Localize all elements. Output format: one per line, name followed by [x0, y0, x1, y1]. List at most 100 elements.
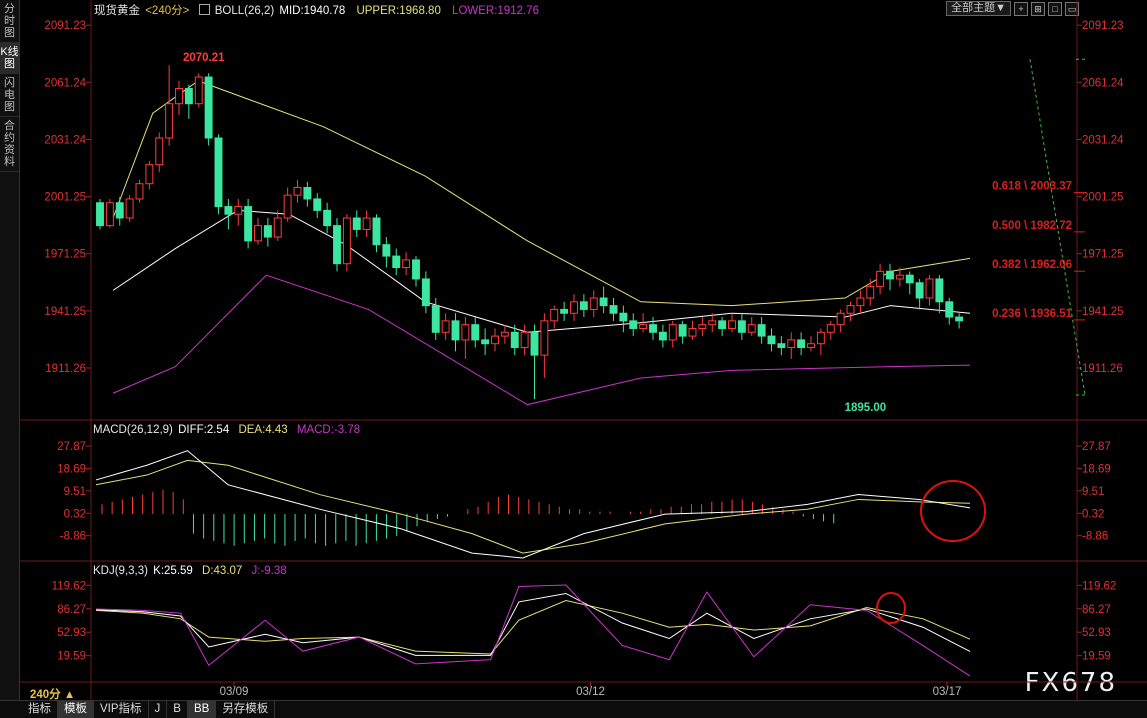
price-right-tick-label: 1941.25: [1082, 306, 1124, 318]
period-selector[interactable]: 240分 ▲: [30, 689, 76, 701]
candle-down: [599, 297, 608, 307]
candle-down: [303, 187, 312, 200]
price-right-tick-label: 1971.25: [1082, 249, 1124, 261]
grid-button[interactable]: ⊞: [1031, 1, 1045, 16]
kdj-left-tick-label: 19.59: [57, 651, 86, 663]
kdj-highlight-circle: [876, 592, 906, 624]
price-right-tick-label: 2001.25: [1082, 192, 1124, 204]
macd-title: MACD(26,12,9): [93, 424, 173, 436]
macd-highlight-circle: [920, 480, 986, 542]
tab-j[interactable]: J: [149, 701, 168, 718]
tab-kline[interactable]: K线图: [0, 43, 19, 74]
candle-up: [866, 286, 875, 299]
restore-button[interactable]: ▭: [1065, 1, 1079, 16]
candle-down: [579, 301, 588, 310]
price-left-tick-label: 2061.24: [44, 77, 86, 89]
kdj-j-value: J:-9.38: [251, 565, 287, 577]
candle-up: [342, 217, 351, 265]
candle-down: [757, 324, 766, 337]
tab-indicators[interactable]: 指标: [22, 701, 58, 718]
candle-up: [105, 202, 114, 227]
candle-down: [471, 324, 480, 341]
candle-up: [708, 320, 717, 326]
time-tick-label: 03/12: [576, 686, 605, 698]
price-right-tick-label: 2091.23: [1082, 20, 1124, 32]
time-tick-label: 03/09: [220, 686, 249, 698]
macd-left-tick-label: -8.86: [60, 531, 86, 543]
tab-bb[interactable]: BB: [187, 701, 217, 718]
tab-contract-info[interactable]: 合约资料: [0, 117, 19, 172]
candle-down: [905, 274, 914, 284]
macd-legend: MACD(26,12,9) DIFF:2.54 DEA:4.43 MACD:-3…: [93, 424, 362, 436]
fib-trend-dashed-line: [1029, 59, 1086, 396]
candle-up: [747, 324, 756, 333]
macd-diff-value: DIFF:2.54: [178, 424, 230, 436]
candle-down: [530, 331, 539, 356]
kdj-d-line: [95, 599, 971, 655]
candle-down: [678, 324, 687, 337]
fib-level-label: 0.236 \ 1936.51: [992, 308, 1073, 320]
candle-up: [234, 206, 243, 215]
candle-up: [895, 274, 904, 280]
candle-down: [412, 259, 420, 280]
theme-dropdown[interactable]: 全部主题▼: [946, 1, 1011, 16]
candle-up: [362, 217, 371, 230]
candle-down: [352, 217, 361, 230]
kdj-left-tick-label: 52.93: [57, 627, 86, 639]
tab-vip-indicators[interactable]: VIP指标: [94, 701, 149, 718]
fib-level-label: 0.500 \ 1982.72: [992, 220, 1072, 232]
price-left-tick-label: 1941.25: [44, 306, 86, 318]
candle-down: [945, 301, 954, 318]
add-button[interactable]: +: [1014, 1, 1028, 16]
candle-up: [125, 198, 134, 219]
kdj-k-line: [95, 592, 971, 656]
macd-right-tick-label: 18.69: [1082, 463, 1111, 475]
candle-down: [955, 316, 964, 322]
candle-up: [807, 343, 815, 349]
price-right-tick-label: 1911.26: [1082, 363, 1123, 375]
candle-up: [925, 278, 934, 299]
candle-down: [333, 225, 341, 265]
candle-down: [649, 324, 657, 333]
macd-left-tick-label: 9.51: [64, 486, 86, 498]
candle-up: [491, 335, 499, 345]
candle-down: [115, 202, 124, 219]
candle-up: [273, 217, 282, 238]
candle-down: [510, 331, 519, 349]
price-right-tick-label: 2061.24: [1082, 77, 1124, 89]
candle-down: [658, 331, 667, 341]
tab-lightning[interactable]: 闪电图: [0, 74, 19, 117]
candle-down: [935, 278, 944, 303]
candle-up: [175, 87, 183, 105]
macd-dea-value: DEA:4.43: [238, 424, 288, 436]
boll-mid-value: MID:1940.78: [279, 5, 346, 17]
maximize-button[interactable]: □: [1048, 1, 1062, 16]
kdj-title: KDJ(9,3,3): [93, 565, 148, 577]
candle-up: [155, 137, 164, 166]
candle-down: [392, 255, 401, 269]
candle-down: [313, 198, 322, 211]
kdj-left-tick-label: 119.62: [52, 580, 86, 592]
tab-templates[interactable]: 模板: [58, 701, 94, 718]
candle-up: [787, 339, 796, 349]
candle-up: [461, 324, 470, 341]
candle-down: [421, 278, 430, 307]
boll-icon[interactable]: [198, 4, 210, 15]
boll-lower-value: LOWER:1912.76: [452, 5, 539, 17]
tab-b[interactable]: B: [167, 701, 188, 718]
tab-timeshare[interactable]: 分时图: [0, 0, 19, 43]
candle-up: [856, 297, 865, 307]
chart-canvas[interactable]: 2091.23 2091.23 2061.24 2061.24 2031.24 2031.…: [0, 0, 1147, 700]
candle-down: [451, 320, 460, 341]
candle-down: [323, 209, 332, 227]
candle-down: [886, 270, 894, 280]
kdj-j-line: [95, 584, 971, 677]
tab-save-template[interactable]: 另存模板: [216, 701, 276, 718]
macd-right-tick-label: 27.87: [1082, 441, 1111, 453]
kdj-right-tick-label: 52.93: [1082, 627, 1111, 639]
candle-down: [382, 244, 391, 257]
candle-down: [609, 305, 618, 314]
macd-value: MACD:-3.78: [296, 424, 361, 436]
candle-down: [915, 282, 924, 299]
candle-down: [629, 320, 638, 329]
